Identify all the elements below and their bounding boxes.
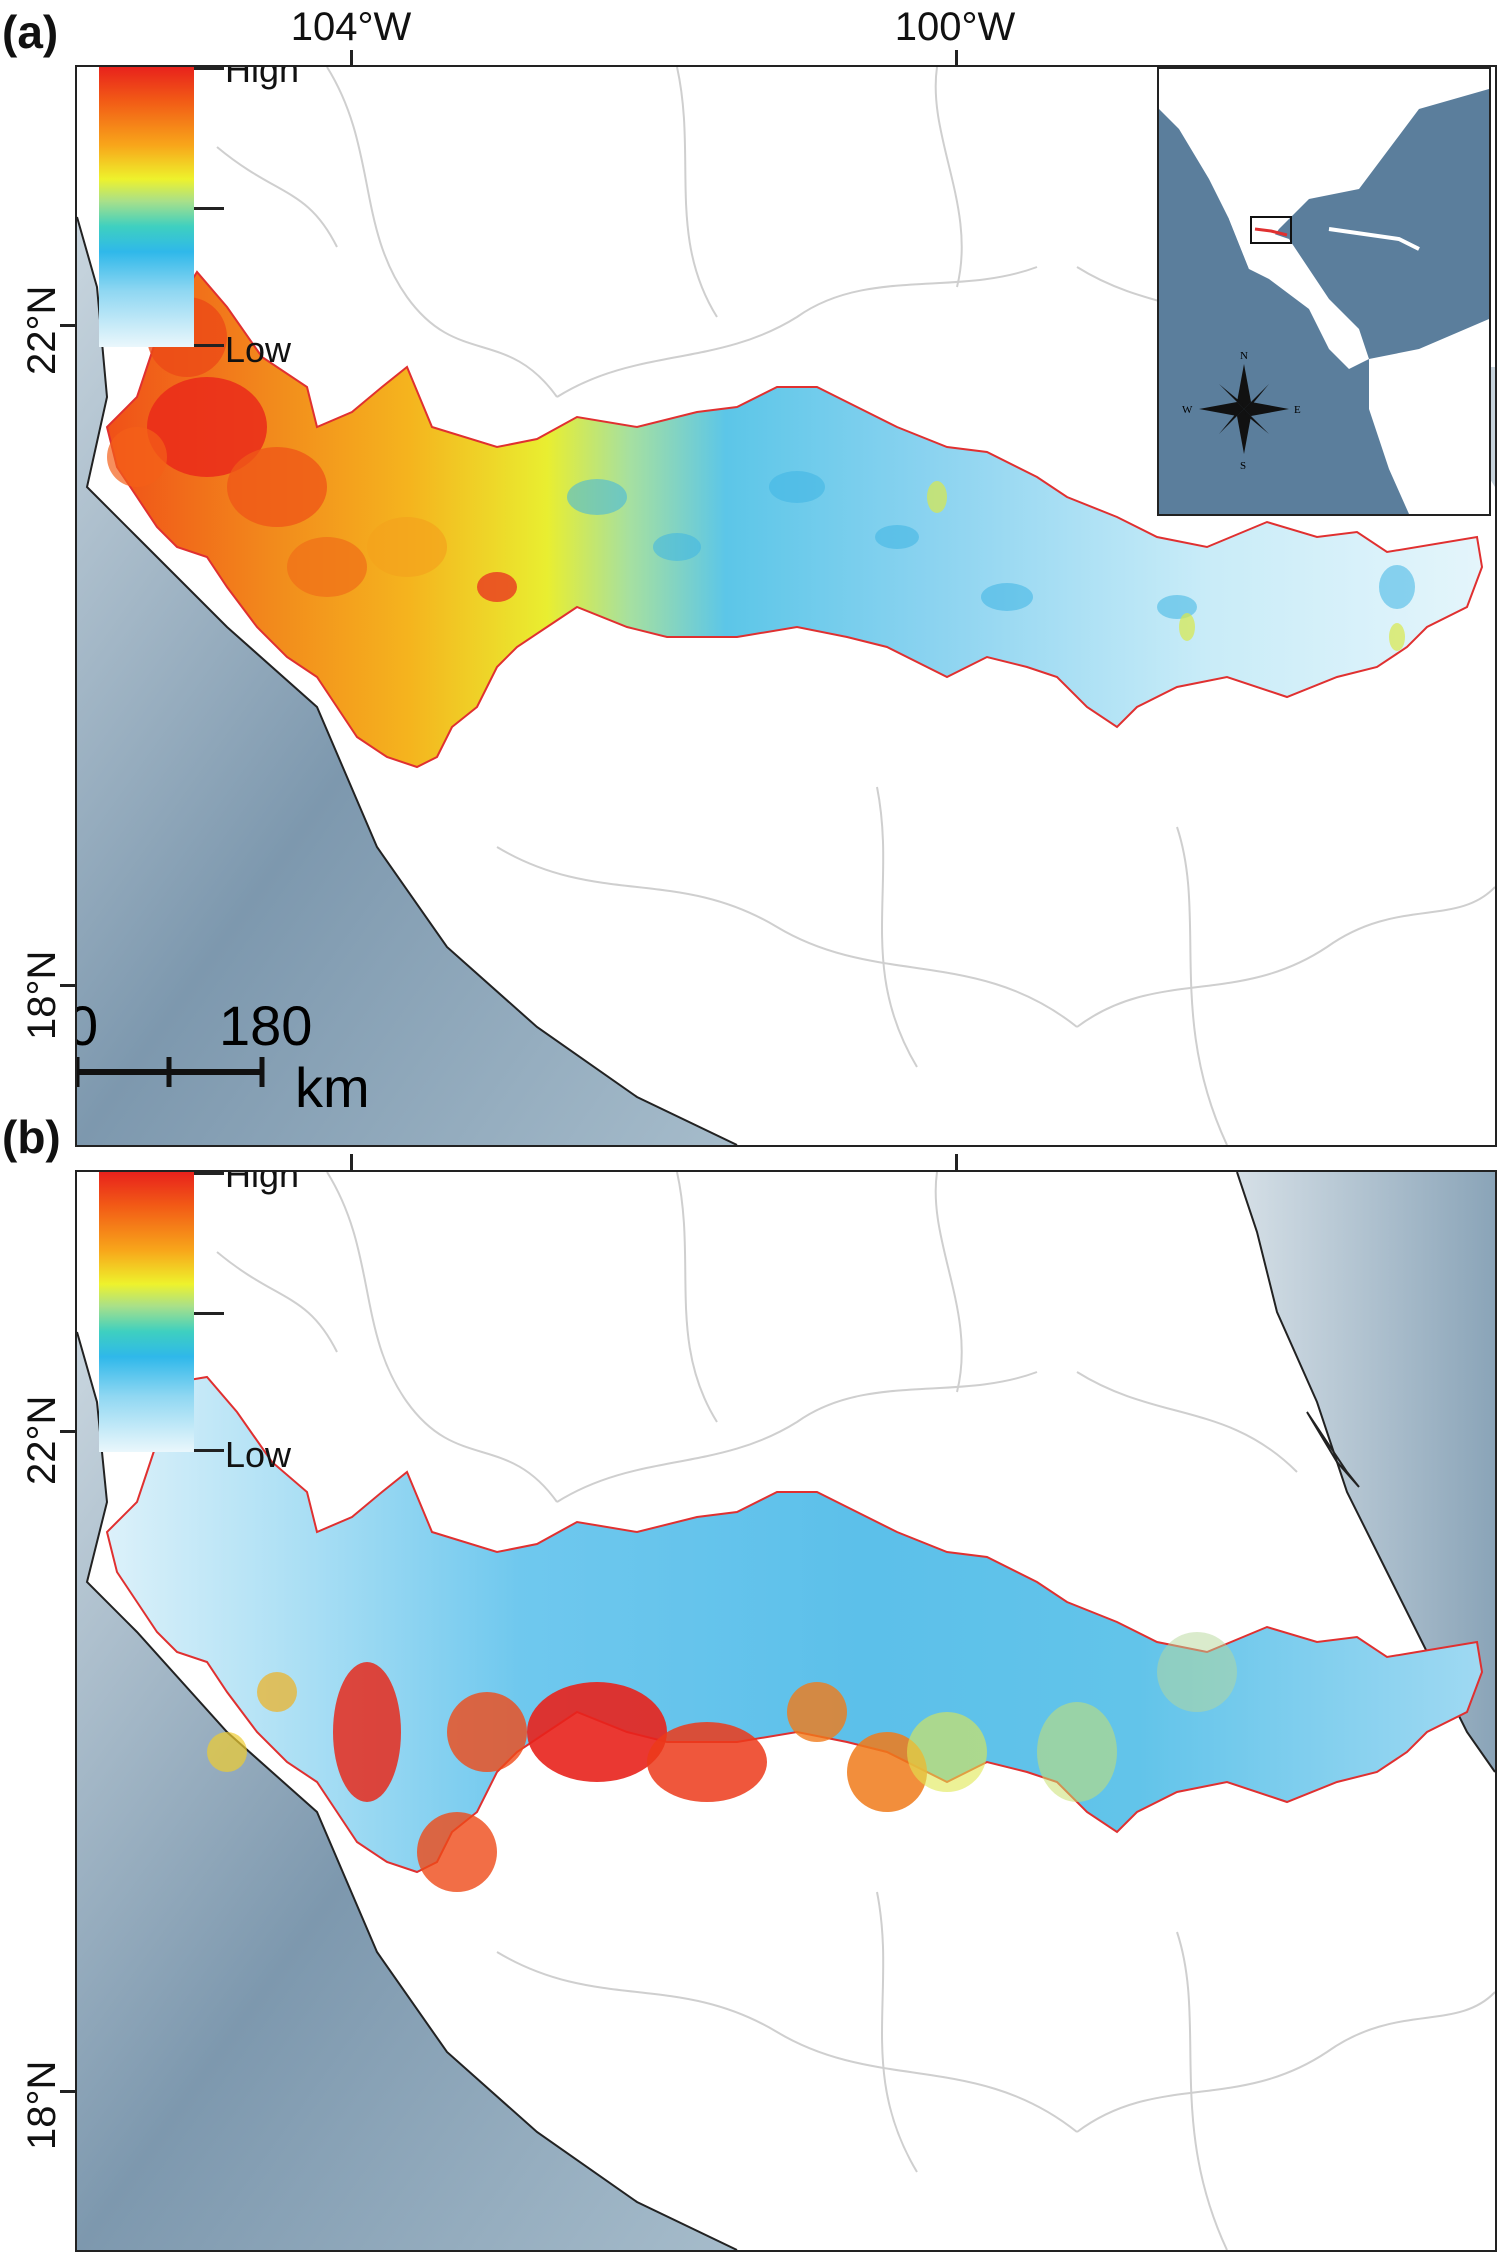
- inset-south-america: [1369, 319, 1489, 514]
- tick-lat-22-a: [60, 324, 76, 327]
- panel-b-label: (b): [2, 1111, 61, 1163]
- scale-bar: 0 180 km: [77, 994, 370, 1119]
- legend-tick-high: [194, 67, 224, 70]
- legend-tick-mid-b: [194, 1312, 224, 1315]
- gulf-ocean-b: [1237, 1172, 1495, 1772]
- pacific-ocean-b: [77, 1332, 737, 2250]
- scale-unit: km: [295, 1056, 370, 1119]
- suitability-map-a: 0 180 km High Low: [75, 65, 1497, 1147]
- latitude-label-22n-a: 22°N: [20, 285, 64, 375]
- latitude-label-18n-a: 18°N: [20, 950, 64, 1040]
- legend-colorbar-b: [99, 1172, 194, 1452]
- state-boundaries-b: [216, 1172, 1495, 2250]
- tick-lon-104-a: [350, 50, 353, 66]
- legend-tick-mid: [194, 207, 224, 210]
- inset-caribbean: [1328, 227, 1420, 251]
- longitude-label-100w: 100°W: [894, 5, 1016, 49]
- compass-w: W: [1182, 404, 1193, 416]
- legend-low-label: Low: [225, 329, 292, 370]
- compass-e: E: [1294, 404, 1301, 416]
- latitude-label-22n-b: 22°N: [20, 1395, 64, 1485]
- tick-lat-22-b: [60, 1430, 76, 1433]
- scale-end: 180: [219, 994, 312, 1057]
- mid-suitability-spots-a: [927, 481, 1405, 651]
- inset-canvas: N S E W: [1159, 69, 1489, 514]
- legend-tick-high-b: [194, 1172, 224, 1175]
- legend-b: High Low: [99, 1172, 299, 1475]
- scale-start: 0: [77, 994, 98, 1057]
- suitability-hotspots-b: [207, 1632, 1237, 1892]
- suitability-map-b: High Low: [75, 1170, 1497, 2252]
- coastline-pacific: [77, 216, 738, 1145]
- study-region-b: [105, 1375, 1484, 1874]
- tick-lat-18-b: [60, 2090, 76, 2093]
- legend-high-label-b: High: [225, 1170, 300, 1195]
- inset-study-extent-box: [1250, 216, 1292, 244]
- tick-lon-104-b: [350, 1154, 353, 1170]
- coastline-pacific-b: [77, 1331, 738, 2250]
- tick-lon-100-b: [955, 1154, 958, 1170]
- panel-a-label: (a): [2, 6, 59, 58]
- legend-tick-low: [194, 344, 224, 347]
- low-suitability-patches-a: [567, 471, 1415, 619]
- legend-high-label: High: [225, 65, 300, 90]
- tick-lat-18-a: [60, 984, 76, 987]
- study-region-a: [105, 270, 1484, 769]
- legend-colorbar: [99, 67, 194, 347]
- map-b-canvas: [77, 1172, 1495, 2250]
- legend-low-label-b: Low: [225, 1434, 292, 1475]
- lagoon-b: [1306, 1411, 1360, 1488]
- longitude-label-104w: 104°W: [290, 5, 412, 49]
- inset-north-america: [1159, 69, 1489, 269]
- legend-tick-low-b: [194, 1449, 224, 1452]
- latitude-label-18n-b: 18°N: [20, 2060, 64, 2150]
- inset-central-america: [1229, 219, 1369, 369]
- inset-study-region: [1254, 227, 1288, 237]
- compass-s: S: [1240, 460, 1246, 472]
- inset-locator-map: N S E W: [1157, 67, 1491, 516]
- legend-a: High Low: [99, 67, 299, 370]
- tick-lon-100-a: [955, 50, 958, 66]
- compass-n: N: [1240, 350, 1248, 362]
- compass-rose: N S E W: [1182, 350, 1301, 472]
- pacific-ocean: [77, 217, 737, 1145]
